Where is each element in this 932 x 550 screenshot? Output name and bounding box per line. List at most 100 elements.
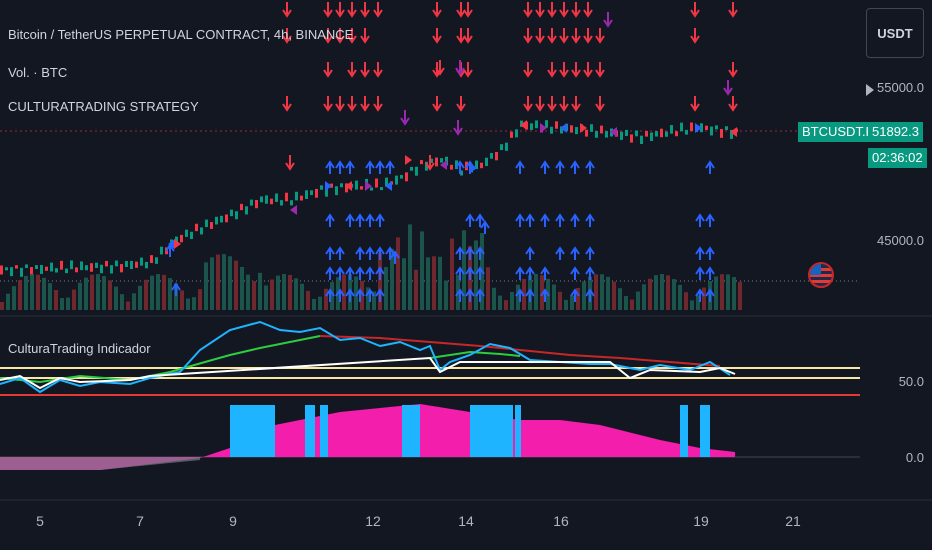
- candle: [680, 122, 683, 132]
- volume-bar: [474, 240, 478, 310]
- buy-arrow-head: [705, 246, 715, 255]
- histogram-cyan-band: [402, 405, 420, 457]
- volume-bar: [612, 281, 616, 310]
- sell-arrow-head: [547, 69, 557, 78]
- candle: [635, 130, 638, 137]
- strategy-legend[interactable]: CULTURATRADING STRATEGY: [8, 99, 199, 114]
- signal-marker: [325, 181, 332, 191]
- buy-arrow-head: [385, 160, 395, 169]
- currency-button[interactable]: USDT: [866, 8, 924, 58]
- symbol-title[interactable]: Bitcoin / TetherUS PERPETUAL CONTRACT, 4…: [8, 27, 354, 42]
- volume-bar: [432, 256, 436, 310]
- volume-bar: [738, 281, 742, 310]
- volume-bar: [288, 274, 292, 310]
- candle: [625, 129, 628, 136]
- volume-legend[interactable]: Vol. · BTC: [8, 65, 68, 80]
- candle: [660, 128, 663, 138]
- buy-arrow-head: [465, 246, 475, 255]
- volume-bar: [444, 280, 448, 310]
- candle: [320, 185, 323, 190]
- signal-marker: [560, 123, 567, 133]
- time-label-21: 21: [785, 513, 801, 529]
- volume-bar: [0, 302, 4, 310]
- candle: [5, 267, 8, 271]
- volume-bar: [582, 281, 586, 310]
- buy-arrow-head: [585, 160, 595, 169]
- candle: [490, 153, 493, 159]
- volume-bar: [540, 275, 544, 310]
- buy-arrow-head: [375, 160, 385, 169]
- signal-marker: [440, 160, 447, 170]
- candle: [100, 264, 103, 274]
- volume-bar: [192, 297, 196, 310]
- candle: [45, 266, 48, 271]
- signal-marker: [580, 123, 587, 133]
- candle: [200, 227, 203, 235]
- candle: [0, 265, 3, 275]
- sell-arrow-head: [583, 35, 593, 44]
- volume-bar: [516, 284, 520, 310]
- sell-arrow-head: [523, 35, 533, 44]
- candle: [85, 265, 88, 271]
- time-label-16: 16: [553, 513, 569, 529]
- volume-bar: [618, 288, 622, 310]
- candle: [265, 195, 268, 204]
- buy-arrow-head: [465, 288, 475, 297]
- volume-bar: [276, 275, 280, 310]
- candle: [645, 130, 648, 137]
- sell-arrow-head: [323, 69, 333, 78]
- candle: [235, 211, 238, 220]
- volume-bar: [390, 248, 394, 310]
- volume-bar: [228, 256, 232, 310]
- sell-arrow-head: [455, 67, 465, 76]
- sell-arrow-head: [463, 69, 473, 78]
- volume-bar: [726, 274, 730, 310]
- signal-marker: [730, 127, 737, 137]
- volume-bar: [168, 278, 172, 310]
- candle: [190, 231, 193, 240]
- buy-arrow-head: [325, 213, 335, 222]
- candle: [510, 131, 513, 138]
- sell-arrow-head: [347, 103, 357, 112]
- candle: [130, 260, 133, 270]
- buy-arrow-head: [365, 160, 375, 169]
- sell-arrow-head: [282, 35, 292, 44]
- candle: [110, 265, 113, 274]
- candle: [435, 157, 438, 167]
- candle: [730, 129, 733, 139]
- candle: [715, 125, 718, 130]
- signal-marker: [290, 205, 297, 215]
- sell-arrow-head: [595, 103, 605, 112]
- us-flag-icon[interactable]: [808, 262, 834, 288]
- candle: [260, 196, 263, 203]
- candle: [145, 261, 148, 269]
- volume-bar: [666, 275, 670, 310]
- volume-bar: [414, 269, 418, 310]
- buy-arrow-head: [695, 288, 705, 297]
- buy-arrow-head: [455, 160, 465, 169]
- volume-bar: [702, 287, 706, 310]
- volume-bar: [498, 295, 502, 310]
- time-label-19: 19: [693, 513, 709, 529]
- buy-arrow-head: [465, 266, 475, 275]
- candle: [535, 120, 538, 129]
- indicator-legend[interactable]: CulturaTrading Indicador: [8, 341, 151, 356]
- volume-bar: [510, 291, 514, 310]
- buy-arrow-head: [365, 288, 375, 297]
- buy-arrow-head: [465, 213, 475, 222]
- volume-bar: [408, 224, 412, 310]
- candle: [305, 190, 308, 199]
- buy-arrow-head: [365, 246, 375, 255]
- sell-arrow-head: [583, 9, 593, 18]
- volume-bar: [402, 258, 406, 310]
- candle: [560, 126, 563, 134]
- sell-arrow-head: [559, 9, 569, 18]
- volume-bar: [156, 274, 160, 310]
- volume-bar: [558, 291, 562, 310]
- sell-arrow-head: [360, 69, 370, 78]
- buy-arrow-head: [385, 246, 395, 255]
- volume-bar: [174, 283, 178, 310]
- volume-bar: [642, 284, 646, 310]
- buy-arrow-head: [540, 266, 550, 275]
